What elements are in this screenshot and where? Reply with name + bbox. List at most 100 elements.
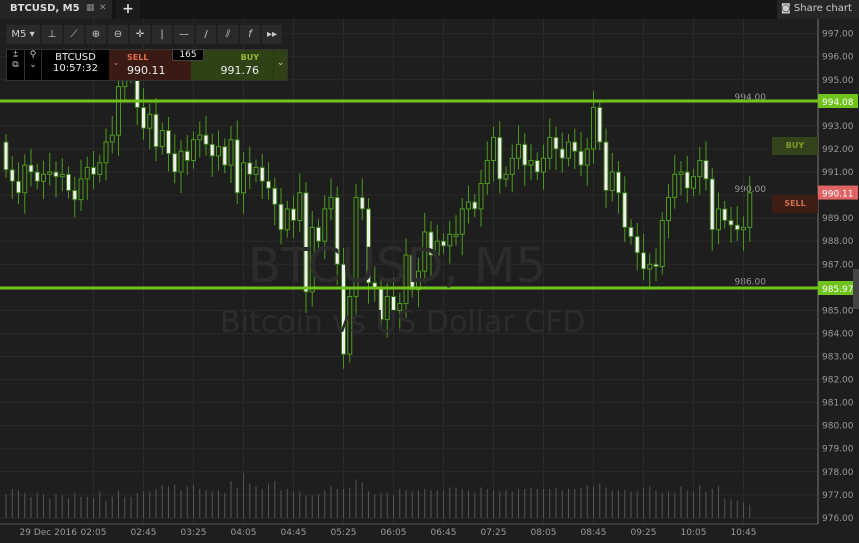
candle-down xyxy=(359,196,365,210)
zoom-in-icon[interactable]: ⊕ xyxy=(86,25,106,44)
new-tab-button[interactable]: + xyxy=(116,0,140,19)
candle-up xyxy=(528,159,534,166)
trade-panel: ⩲ ⧉ ⚲ ⌄ BTCUSD 10:57:32 ⌄ SELL 990.11 BU… xyxy=(6,49,288,81)
price-chart[interactable]: 997.00 996.00 995.00 994.00 993.00 992.00 991.… xyxy=(0,19,859,543)
pin-icon[interactable]: ⩲ xyxy=(12,50,19,60)
candle-down xyxy=(709,178,715,231)
x-tick-label: 07:25 xyxy=(481,528,507,538)
function-icon[interactable]: f xyxy=(240,25,260,44)
chart-sell-button[interactable]: SELL xyxy=(772,195,818,213)
x-tick-label: 09:25 xyxy=(631,528,657,538)
candle-down xyxy=(234,139,240,194)
timeframe-select[interactable]: M5 ▾ xyxy=(6,25,40,44)
level-price-label: 994.08 xyxy=(822,98,854,108)
y-tick-label: 992.00 xyxy=(822,145,854,155)
candle-up xyxy=(609,171,615,191)
candle-down xyxy=(572,141,578,152)
chevron-down-icon[interactable]: ⌄ xyxy=(29,60,37,70)
candle-up xyxy=(397,302,403,311)
candle-down xyxy=(603,141,609,191)
vertical-line-icon[interactable]: | xyxy=(152,25,172,44)
watermark-description: Bitcoin vs US Dollar CFD xyxy=(220,305,586,340)
y-tick-label: 993.00 xyxy=(822,122,854,132)
candle-down xyxy=(728,219,734,226)
popout-icon[interactable]: ⧉ xyxy=(12,60,19,70)
level-price-label: 985.97 xyxy=(822,285,854,295)
candle-up xyxy=(403,254,409,304)
candle-up xyxy=(509,157,515,175)
candle-up xyxy=(322,208,328,242)
buy-button[interactable]: BUY 991.76 xyxy=(191,50,273,80)
y-tick-label: 995.00 xyxy=(822,76,854,86)
fast-forward-icon[interactable]: ▸▸ xyxy=(262,25,282,44)
candle-up xyxy=(22,164,28,194)
candle-down xyxy=(316,226,321,242)
candle-down xyxy=(141,106,146,129)
trend-line-icon[interactable]: / xyxy=(196,25,216,44)
candle-up xyxy=(691,176,696,189)
symbol-name: BTCUSD xyxy=(55,52,96,63)
crosshair-icon[interactable]: ✛ xyxy=(130,25,150,44)
candle-up xyxy=(484,159,490,185)
chevron-down-icon[interactable]: ⌄ xyxy=(112,58,120,68)
candle-down xyxy=(472,201,478,210)
candle-up xyxy=(328,196,334,210)
candle-down xyxy=(9,169,15,182)
candle-down xyxy=(28,164,34,173)
channel-icon[interactable]: ⫽ xyxy=(218,25,238,44)
current-price-label: 990.11 xyxy=(822,190,854,200)
y-tick-label: 990.00 xyxy=(735,185,767,195)
grid-icon[interactable]: ▦ xyxy=(86,3,95,13)
candle-up xyxy=(78,178,84,201)
indicator-icon[interactable]: ⟋ xyxy=(64,25,84,44)
candle-down xyxy=(16,180,21,194)
candle-up xyxy=(116,86,121,136)
candle-up xyxy=(47,171,53,175)
tab-title: BTCUSD, M5 xyxy=(10,3,80,14)
search-icon[interactable]: ⚲ xyxy=(29,50,37,60)
candle-down xyxy=(153,113,159,148)
y-tick-label: 994.00 xyxy=(735,93,767,103)
chart-toolbar: M5 ▾ ⊥ ⟋ ⊕ ⊖ ✛ | — / ⫽ f ▸▸ xyxy=(6,25,282,44)
candle-up xyxy=(503,173,509,180)
candle-up xyxy=(478,183,484,210)
candle-down xyxy=(334,196,340,265)
candle-up xyxy=(103,141,109,164)
zoom-out-icon[interactable]: ⊖ xyxy=(108,25,128,44)
fit-icon[interactable]: ⊥ xyxy=(42,25,62,44)
y-tick-label: 996.00 xyxy=(822,53,854,63)
level-price-tag xyxy=(818,281,858,296)
candle-down xyxy=(391,296,396,311)
timeframe-value: M5 xyxy=(11,29,27,40)
candle-down xyxy=(616,171,621,194)
candle-up xyxy=(547,136,553,159)
candle-up xyxy=(297,192,303,221)
share-chart-button[interactable]: ◙ Share chart xyxy=(777,0,859,19)
candle-down xyxy=(628,226,634,238)
chart-buy-button[interactable]: BUY xyxy=(772,137,818,155)
y-tick-label: 988.00 xyxy=(822,237,854,247)
tab-btcusd-m5[interactable]: BTCUSD, M5 ▦ ✕ xyxy=(0,0,112,19)
sell-button[interactable]: ⌄ SELL 990.11 xyxy=(109,50,191,80)
candle-down xyxy=(341,263,346,355)
candle-down xyxy=(522,143,528,166)
candle-up xyxy=(384,296,390,321)
chevron-down-icon[interactable]: ⌄ xyxy=(273,50,287,80)
candle-down xyxy=(553,136,559,150)
x-tick-label: 06:45 xyxy=(431,528,457,538)
candle-up xyxy=(97,162,103,175)
candle-up xyxy=(159,130,165,148)
horizontal-line-icon[interactable]: — xyxy=(174,25,194,44)
candle-down xyxy=(441,240,446,247)
candle-down xyxy=(91,166,96,175)
sell-price: 990.11 xyxy=(127,64,166,77)
candle-up xyxy=(459,208,465,235)
candle-down xyxy=(722,208,728,221)
candle-up xyxy=(228,139,234,166)
close-icon[interactable]: ✕ xyxy=(99,3,107,13)
candle-up xyxy=(697,159,703,178)
candle-up xyxy=(284,208,290,231)
candle-down xyxy=(34,171,40,182)
candle-down xyxy=(734,224,740,231)
candle-down xyxy=(366,208,371,284)
